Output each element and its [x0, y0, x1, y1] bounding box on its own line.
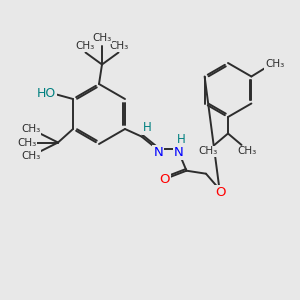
Text: CH₃: CH₃ [21, 124, 40, 134]
Text: CH₃: CH₃ [76, 41, 95, 51]
Text: CH₃: CH₃ [17, 137, 36, 148]
Text: CH₃: CH₃ [109, 41, 128, 51]
Text: CH₃: CH₃ [92, 33, 112, 43]
Text: N: N [174, 146, 184, 159]
Text: CH₃: CH₃ [238, 146, 257, 157]
Text: O: O [159, 173, 169, 186]
Text: H: H [177, 133, 185, 146]
Text: O: O [215, 186, 226, 199]
Text: CH₃: CH₃ [21, 151, 40, 161]
Text: N: N [153, 146, 163, 159]
Text: CH₃: CH₃ [265, 59, 284, 69]
Text: H: H [142, 121, 151, 134]
Text: HO: HO [36, 87, 56, 100]
Text: CH₃: CH₃ [199, 146, 218, 157]
